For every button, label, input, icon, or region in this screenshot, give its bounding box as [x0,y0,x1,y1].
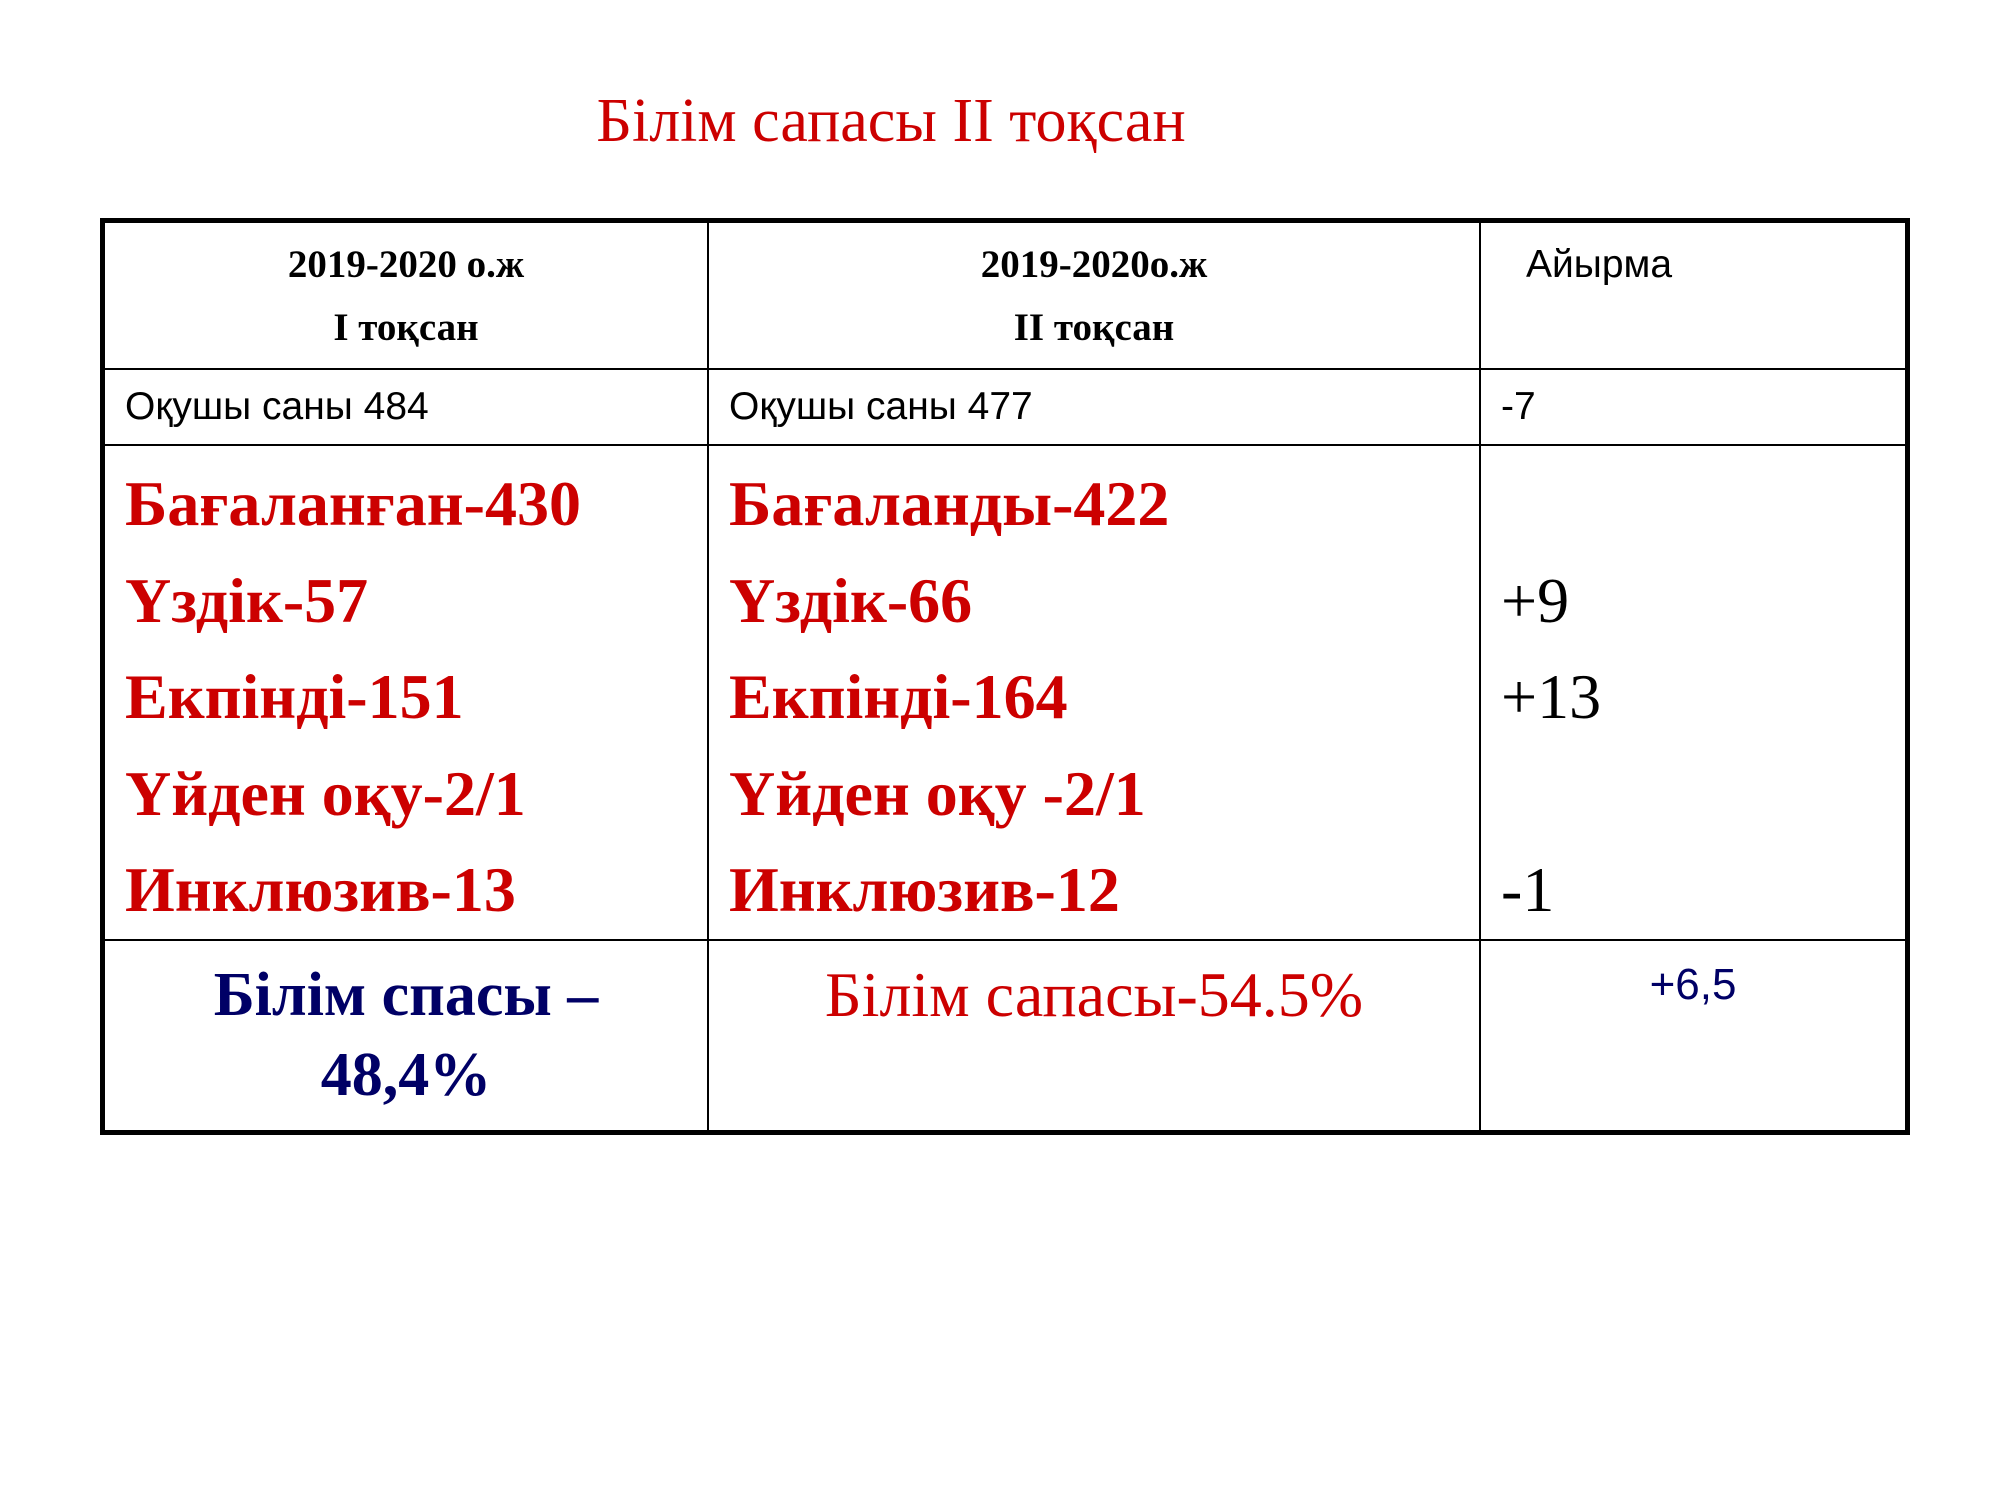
stat-item: Үйден оқу -2/1 [729,757,1146,829]
header-q1: 2019-2020 о.ж I тоқсан [101,219,709,370]
header-row: 2019-2020 о.ж I тоқсан 2019-2020о.ж II т… [101,219,1909,370]
diff-item: -1 [1501,854,1555,925]
quality-q1: Білім спасы – 48,4% [101,938,709,1133]
stats-row: Бағаланған-430 Үздік-57 Екпінді-151 Үйде… [101,444,1909,941]
header-quarter: II тоқсан [1013,306,1175,349]
stat-item: Инклюзив-12 [729,854,1120,925]
diff-item [1501,456,1905,553]
stat-item: Үздік-66 [729,564,973,636]
quality-table: 2019-2020 о.ж I тоқсан 2019-2020о.ж II т… [100,218,1910,1135]
count-q1: Оқушы саны 484 [101,368,709,446]
stats-diff: +9 +13 -1 [1479,444,1909,941]
stats-q1: Бағаланған-430 Үздік-57 Екпінді-151 Үйде… [101,444,709,941]
diff-item [1501,746,1905,843]
stat-item: Үйден оқу-2/1 [125,757,526,829]
header-difference: Айырма [1479,219,1909,370]
count-q2: Оқушы саны 477 [707,368,1481,446]
quality-diff: +6,5 [1479,938,1909,1133]
stats-q2: Бағаланды-422 Үздік-66 Екпінді-164 Үйден… [707,444,1481,941]
header-year: 2019-2020 о.ж [287,243,525,286]
stat-item: Екпінді-164 [729,661,1068,732]
quality-q2: Білім сапасы-54.5% [707,938,1481,1133]
count-row: Оқушы саны 484 Оқушы саны 477 -7 [101,368,1909,446]
footer-row: Білім спасы – 48,4% Білім сапасы-54.5% +… [101,938,1909,1133]
header-year: 2019-2020о.ж [980,243,1208,286]
stat-item: Бағаланған-430 [125,468,581,539]
stat-item: Инклюзив-13 [125,854,516,925]
quality-value: 48,4% [320,1040,492,1109]
diff-item: +9 [1501,564,1570,636]
header-q2: 2019-2020о.ж II тоқсан [707,219,1481,370]
quality-label: Білім спасы – [213,960,599,1029]
header-quarter: I тоқсан [333,306,479,349]
page-title: Білім сапасы II тоқсан [596,87,1186,155]
stat-item: Екпінді-151 [125,661,464,732]
stat-item: Бағаланды-422 [729,468,1170,539]
stat-item: Үздік-57 [125,564,369,636]
diff-item: +13 [1501,661,1602,732]
count-diff: -7 [1479,368,1909,446]
